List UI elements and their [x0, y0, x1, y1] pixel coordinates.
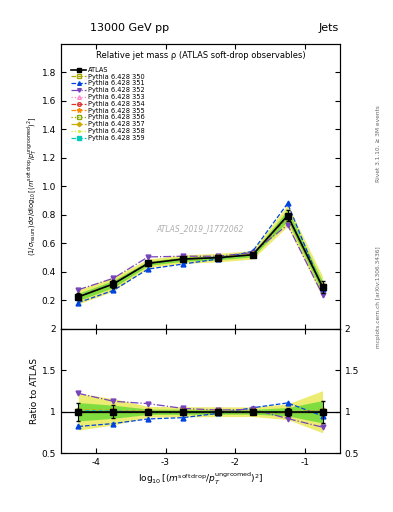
- Y-axis label: $(1/\sigma_{\rm resum})\,d\sigma/d\log_{10}[(m^{\rm soft\,drop}/p_T^{\rm ungroom: $(1/\sigma_{\rm resum})\,d\sigma/d\log_{…: [26, 116, 39, 256]
- Text: Rivet 3.1.10, ≥ 3M events: Rivet 3.1.10, ≥ 3M events: [376, 105, 380, 182]
- Text: Jets: Jets: [319, 23, 339, 33]
- Legend: ATLAS, Pythia 6.428 350, Pythia 6.428 351, Pythia 6.428 352, Pythia 6.428 353, P: ATLAS, Pythia 6.428 350, Pythia 6.428 35…: [71, 67, 145, 141]
- Text: Relative jet mass ρ (ATLAS soft-drop observables): Relative jet mass ρ (ATLAS soft-drop obs…: [95, 51, 305, 60]
- Text: mcplots.cern.ch [arXiv:1306.3436]: mcplots.cern.ch [arXiv:1306.3436]: [376, 246, 380, 348]
- X-axis label: $\log_{10}[(m^{\rm soft\,drop}/p_T^{\rm ungroomed})^2]$: $\log_{10}[(m^{\rm soft\,drop}/p_T^{\rm …: [138, 471, 263, 487]
- Text: 13000 GeV pp: 13000 GeV pp: [90, 23, 169, 33]
- Y-axis label: Ratio to ATLAS: Ratio to ATLAS: [30, 358, 39, 424]
- Text: ATLAS_2019_I1772062: ATLAS_2019_I1772062: [157, 225, 244, 233]
